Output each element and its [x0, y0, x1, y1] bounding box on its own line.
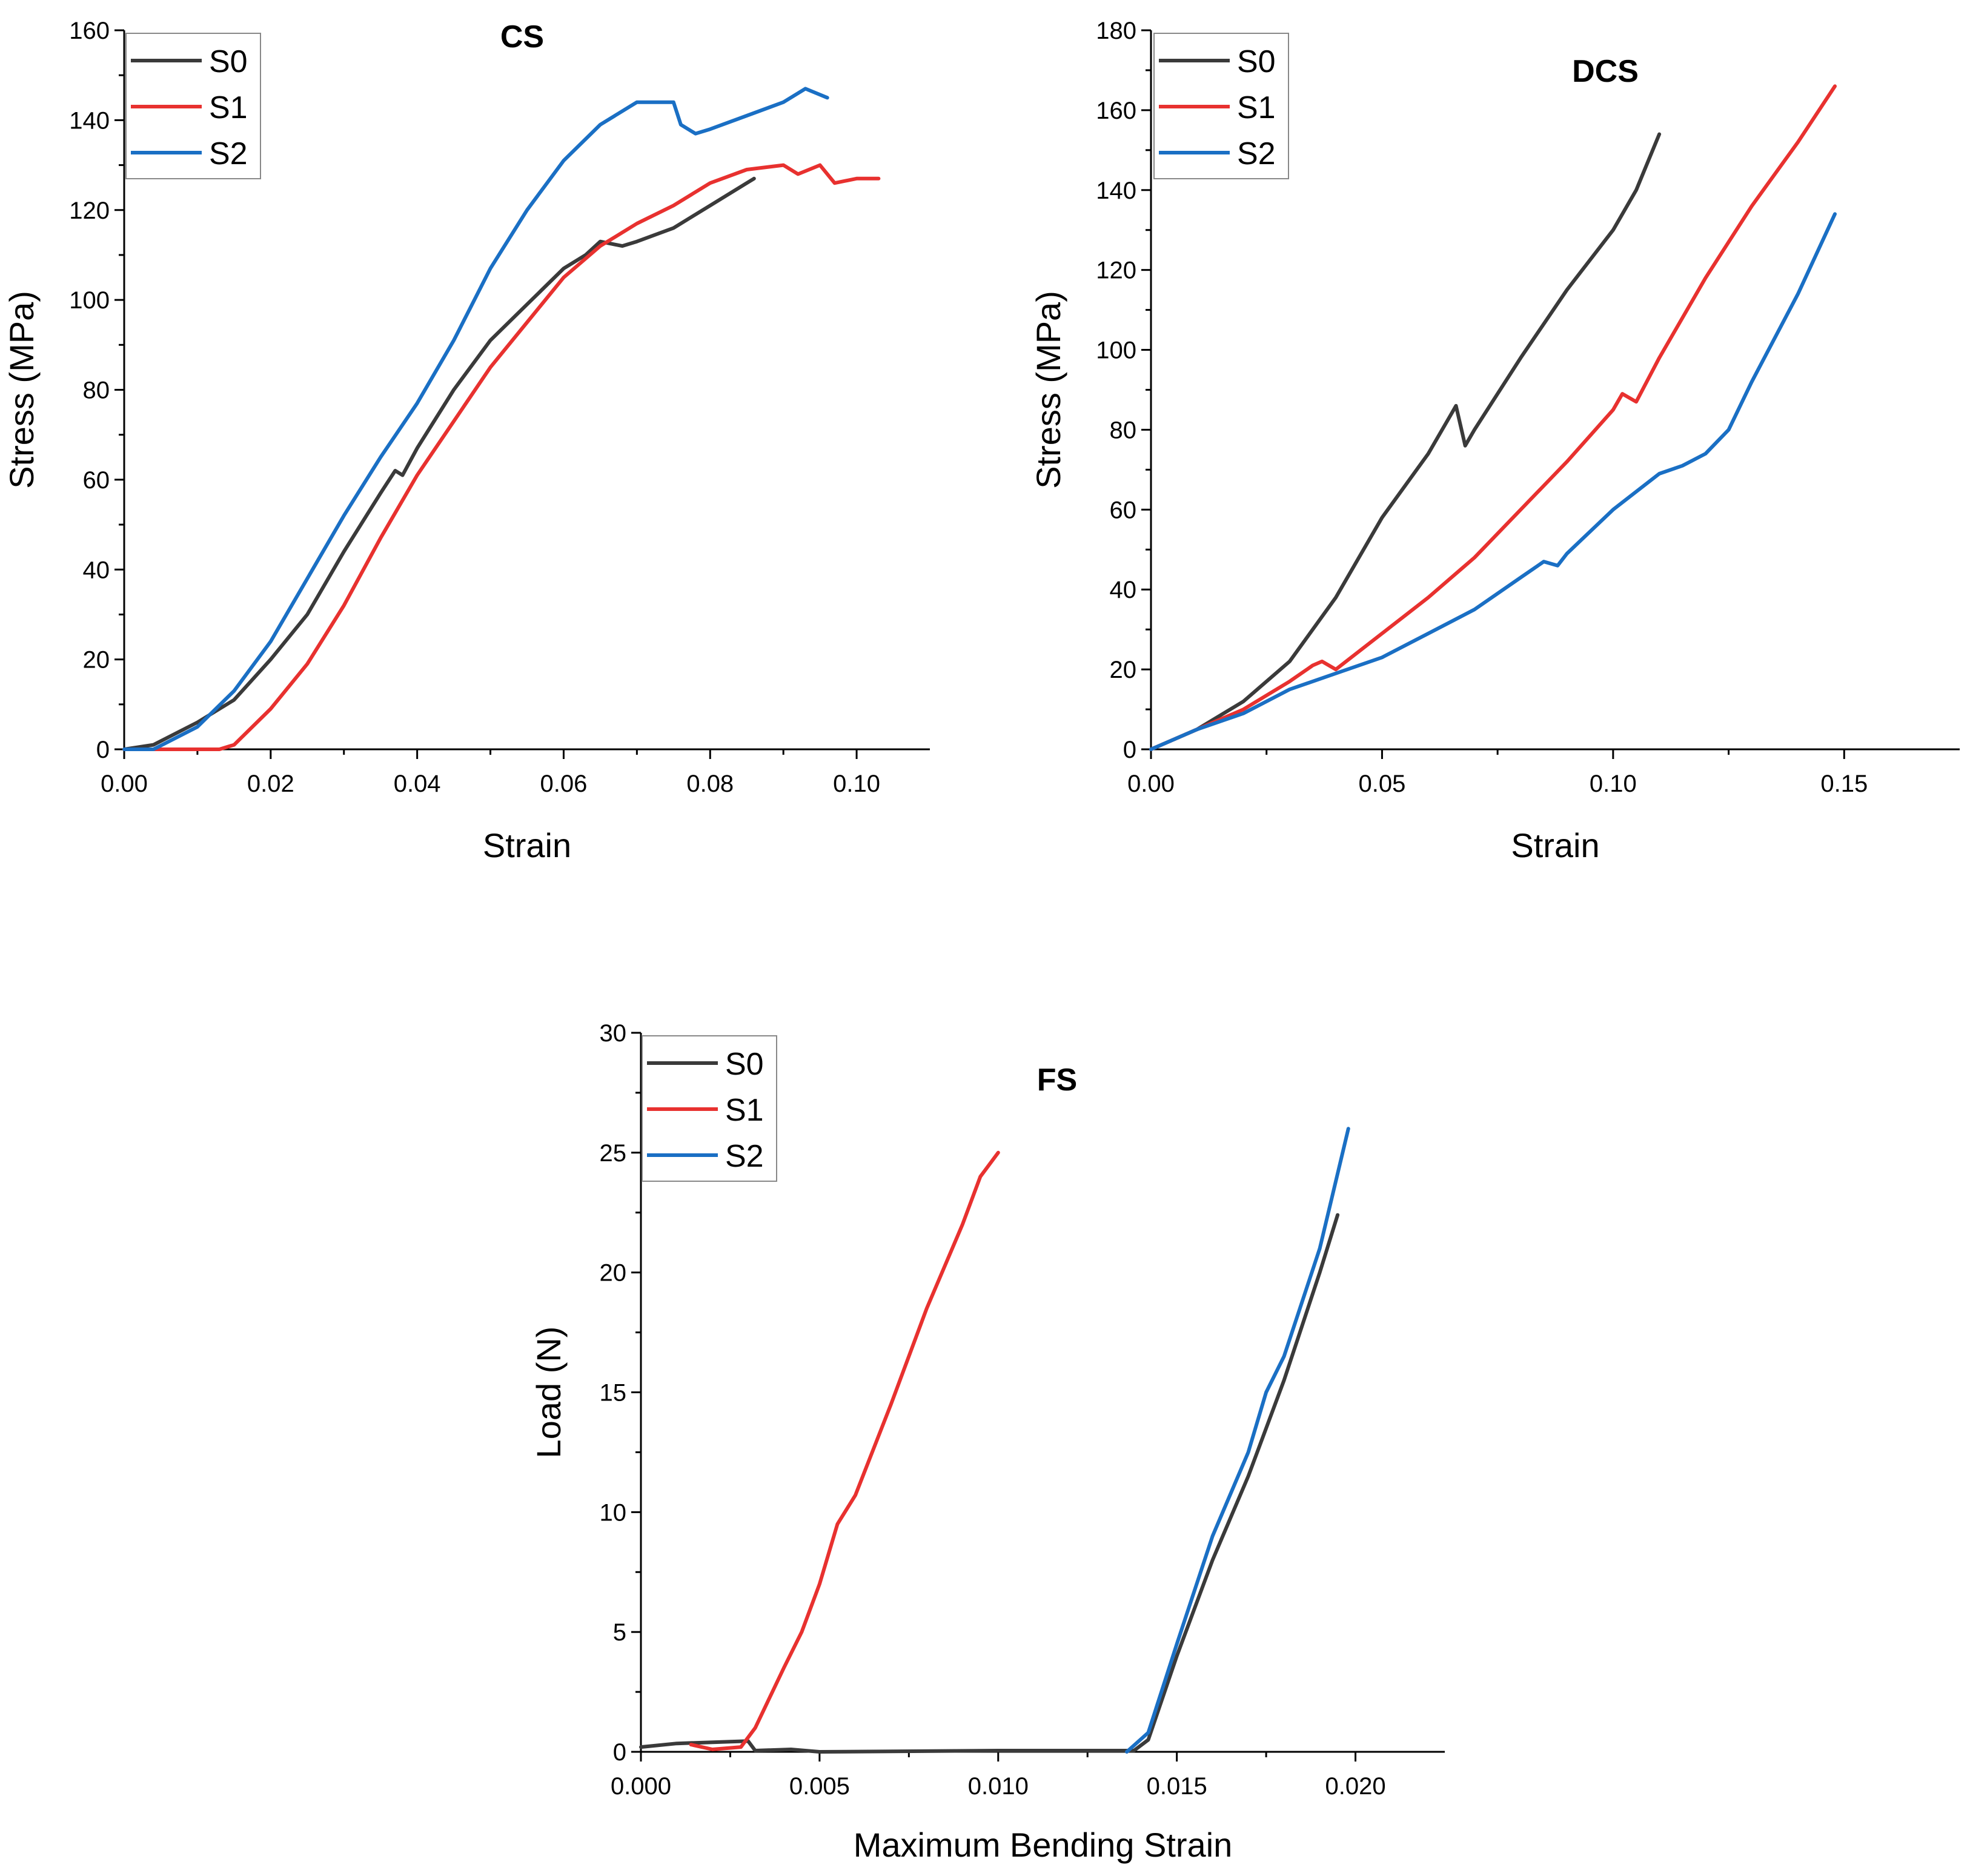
dcs-y-tick-label: 20	[1110, 657, 1137, 683]
cs-x-tick-label: 0.08	[686, 771, 734, 797]
dcs-y-axis-title: Stress (MPa)	[1029, 291, 1067, 489]
cs-y-tick-label: 100	[69, 287, 110, 314]
dcs-x-tick-label: 0.05	[1358, 771, 1405, 797]
fs-y-tick-label: 5	[613, 1619, 626, 1646]
cs-y-tick-label: 20	[83, 647, 110, 674]
fs-x-tick-label: 0.010	[968, 1773, 1029, 1800]
cs-y-tick-label: 60	[83, 467, 110, 494]
fs-y-tick-label: 15	[600, 1380, 627, 1407]
dcs-series-s2-line	[1149, 212, 1837, 751]
cs-series-s1-line	[122, 163, 881, 751]
cs-y-axis-title: Stress (MPa)	[2, 291, 41, 489]
cs-x-tick-label: 0.06	[540, 771, 588, 797]
cs-y-tick-label: 120	[69, 197, 110, 224]
chart-fs: 0 5 10 15 20 25 30 0.000 0.005 0.010 0.015 0.020 Max…	[529, 1020, 1445, 1864]
dcs-legend-label-s2: S2	[1237, 136, 1276, 171]
dcs-y-tick-label: 140	[1096, 177, 1136, 204]
cs-x-tick-label: 0.10	[833, 771, 880, 797]
cs-x-axis-title: Strain	[483, 826, 571, 864]
fs-legend-label-s2: S2	[725, 1139, 764, 1174]
chart-cs: 0 20 40 60 80 100 120 140 160 0.00 0.02 0.04 0.06 0.0…	[2, 18, 930, 864]
dcs-y-tick-label: 120	[1096, 257, 1136, 284]
fs-legend-label-s0: S0	[725, 1047, 764, 1082]
dcs-y-tick-label: 80	[1110, 417, 1137, 443]
dcs-chart-title: DCS	[1572, 54, 1639, 89]
fs-y-tick-label: 10	[600, 1499, 627, 1526]
cs-legend-label-s1: S1	[209, 90, 248, 125]
dcs-x-tick-label: 0.15	[1820, 771, 1868, 797]
cs-y-tick-label: 140	[69, 107, 110, 134]
cs-chart-title: CS	[500, 19, 544, 55]
chart-dcs: 0 20 40 60 80 100 120 140 160 180 0.00 0.05 0.10 0.15…	[1029, 18, 1960, 864]
cs-y-tick-label: 160	[69, 18, 110, 44]
fs-x-axis-title: Maximum Bending Strain	[854, 1826, 1233, 1864]
fs-x-tick-label: 0.005	[789, 1773, 850, 1800]
cs-x-tick-label: 0.04	[394, 771, 441, 797]
dcs-y-tick-label: 0	[1123, 737, 1136, 763]
dcs-y-tick-label: 100	[1096, 337, 1136, 364]
cs-x-tick-label: 0.00	[101, 771, 148, 797]
fs-chart-title: FS	[1037, 1062, 1077, 1098]
dcs-y-tick-label: 160	[1096, 98, 1136, 124]
cs-x-tick-label: 0.02	[247, 771, 294, 797]
dcs-series-s1-line	[1149, 84, 1837, 751]
dcs-y-tick-label: 180	[1096, 18, 1136, 44]
cs-y-tick-label: 0	[96, 737, 110, 763]
dcs-series-s0-line	[1149, 132, 1662, 751]
fs-series-s1-line	[689, 1150, 1000, 1751]
cs-series-s2-line	[122, 87, 829, 751]
dcs-y-tick-label: 40	[1110, 577, 1137, 603]
fs-series-s2-line	[1125, 1127, 1350, 1754]
dcs-legend-label-s0: S0	[1237, 44, 1276, 79]
dcs-x-tick-label: 0.00	[1127, 771, 1175, 797]
fs-y-tick-label: 0	[613, 1739, 626, 1766]
dcs-x-tick-label: 0.10	[1590, 771, 1637, 797]
fs-y-tick-label: 20	[600, 1260, 627, 1287]
fs-series-s0-line	[639, 1213, 1340, 1754]
cs-y-tick-label: 40	[83, 557, 110, 583]
dcs-y-tick-label: 60	[1110, 497, 1137, 523]
dcs-legend-label-s1: S1	[1237, 90, 1276, 125]
fs-y-axis-title: Load (N)	[529, 1327, 568, 1459]
fs-x-tick-label: 0.015	[1147, 1773, 1207, 1800]
fs-x-tick-label: 0.020	[1325, 1773, 1386, 1800]
cs-legend-label-s0: S0	[209, 44, 248, 79]
fs-y-tick-label: 25	[600, 1140, 627, 1167]
fs-y-tick-label: 30	[600, 1020, 627, 1047]
cs-legend-label-s2: S2	[209, 136, 248, 171]
cs-series-s0-line	[122, 176, 756, 751]
fs-x-tick-label: 0.000	[611, 1773, 671, 1800]
cs-y-tick-label: 80	[83, 377, 110, 404]
dcs-x-axis-title: Strain	[1511, 826, 1599, 864]
fs-legend-label-s1: S1	[725, 1093, 764, 1128]
